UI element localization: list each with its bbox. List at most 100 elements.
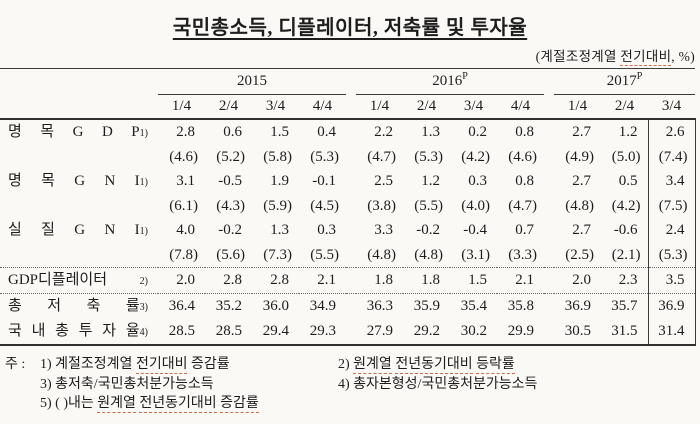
group-gap (346, 194, 356, 218)
row-label: 총 저 축 률 3) (0, 293, 158, 319)
value-cell: 0.3 (468, 173, 487, 189)
value-cell: (5.5) (310, 246, 339, 263)
quarter-header: 3/4 (648, 94, 696, 120)
row-label: 명 목 G D P 1) (0, 119, 158, 169)
value-cell: 0.3 (317, 222, 336, 238)
text-segment: 5) ( )내는 (40, 396, 98, 411)
value-cell: 29.2 (403, 319, 450, 346)
value-cell: 1.2 (421, 173, 440, 189)
value-cell: (4.6) (508, 148, 537, 165)
value-cell: 36.0 (252, 293, 299, 319)
value-cell: (5.3) (310, 148, 339, 165)
quarter-header: 4/4 (497, 94, 544, 120)
group-gap (346, 319, 356, 346)
corner-cell (0, 68, 158, 120)
spellcheck-underlined-text: 전기대비 (135, 357, 188, 374)
value-cell: (5.6) (216, 246, 245, 263)
footnote-row: 3) 총저축/국민총처분가능소득 4) 총자본형성/국민총처분가능소득 (5, 375, 700, 395)
value-cell: 1.5 (270, 124, 289, 140)
quarter-header: 4/4 (299, 94, 346, 120)
value-cell: (2.1) (611, 246, 641, 263)
footnote-item: 4) 총자본형성/국민총처분가능소득 (338, 375, 700, 395)
spellcheck-underlined-text: 전기대비 (620, 49, 672, 66)
value-cell: 31.5 (601, 319, 648, 346)
value-cell: 2.8 (205, 267, 252, 294)
group-gap (346, 169, 356, 194)
value-cell: (3.8) (367, 197, 396, 214)
value-cell: 2.1 (497, 267, 544, 294)
value-cell: (4.7) (508, 197, 537, 214)
value-cell: 35.2 (205, 293, 252, 319)
value-cell: 36.9 (554, 293, 601, 319)
group-gap (346, 293, 356, 319)
group-gap (346, 218, 356, 243)
group-gap (544, 119, 554, 145)
row-label: 명 목 G N I 1) (0, 169, 158, 218)
value-cell: 0.7 (515, 222, 534, 238)
group-gap (346, 267, 356, 294)
spellcheck-underlined-text: 전년동기대비 (139, 396, 217, 413)
row-label: GDP디플레이터 2) (0, 267, 158, 294)
value-cell: 3.3 (374, 222, 393, 238)
value-cell: (2.5) (565, 246, 594, 263)
group-gap (544, 293, 554, 319)
quarter-header: 1/4 (554, 94, 601, 120)
spellcheck-underlined-text: 전년동기대비 (395, 357, 473, 374)
value-cell: 0.8 (515, 124, 534, 140)
value-cell: 2.7 (572, 124, 591, 140)
highlighted-value-cell: 36.9 (647, 293, 696, 319)
value-cell: (5.5) (414, 197, 443, 214)
value-cell: (5.9) (263, 197, 292, 214)
group-gap (346, 94, 356, 120)
group-gap (346, 145, 356, 169)
value-cell: 29.9 (497, 319, 544, 346)
value-cell: 1.3 (270, 222, 289, 238)
value-cell: 0.5 (618, 173, 638, 189)
value-cell: (6.1) (169, 197, 198, 214)
value-cell: 2.0 (158, 267, 205, 294)
value-cell: 2.7 (572, 222, 591, 238)
value-cell: -0.2 (218, 222, 242, 238)
footnote-item: 1) 계절조정계열 전기대비 증감률 (40, 355, 338, 375)
value-cell: -0.5 (218, 173, 242, 189)
value-cell: 2.8 (252, 267, 299, 294)
value-cell: 28.5 (158, 319, 205, 346)
spellcheck-underlined-text: 원계열 (353, 357, 392, 374)
text-segment: 1) 계절조정계열 (40, 357, 136, 372)
row-label-text: 국 내 총 투 자 율 (8, 323, 140, 339)
group-gap (544, 68, 554, 95)
quarter-header: 3/4 (450, 94, 497, 120)
year-header: 2016P (356, 68, 544, 95)
row-label-text: 명 목 G D P (8, 124, 140, 140)
spellcheck-underlined-text: 등락률 (476, 357, 515, 374)
value-cell: 1.8 (356, 267, 403, 294)
value-cell: -0.1 (312, 173, 336, 189)
value-cell: 34.9 (299, 293, 346, 319)
text-segment: , %) (671, 49, 695, 64)
value-cell: 2.8 (176, 124, 195, 140)
value-cell: 2.1 (299, 267, 346, 294)
value-cell: (5.3) (414, 148, 443, 165)
value-cell: 0.4 (317, 124, 336, 140)
value-cell: 0.2 (468, 124, 487, 140)
group-gap (544, 218, 554, 243)
group-gap (544, 243, 554, 268)
group-gap (346, 68, 356, 95)
unit-note: (계절조정계열 전기대비, %) (0, 45, 700, 66)
footnote-row: 5) ( )내는 원계열 전년동기대비 증감률 (5, 394, 700, 414)
highlighted-value-cell: 2.6 (647, 118, 696, 145)
value-cell: 4.0 (176, 222, 195, 238)
value-cell: 36.3 (356, 293, 403, 319)
quarter-header: 2/4 (205, 94, 252, 120)
row-label-text: 총 저 축 률 (8, 298, 140, 314)
value-cell: 30.5 (554, 319, 601, 346)
value-cell: (7.3) (263, 246, 292, 263)
footnote-item: 2) 원계열 전년동기대비 등락률 (338, 355, 700, 375)
value-cell: 2.3 (601, 267, 648, 294)
group-gap (346, 119, 356, 145)
footnote-marker (5, 394, 40, 414)
row-label-text: GDP디플레이터 (8, 272, 108, 288)
value-cell: 3.1 (176, 173, 195, 189)
value-cell: -0.4 (463, 222, 487, 238)
value-cell: -0.6 (613, 222, 638, 238)
